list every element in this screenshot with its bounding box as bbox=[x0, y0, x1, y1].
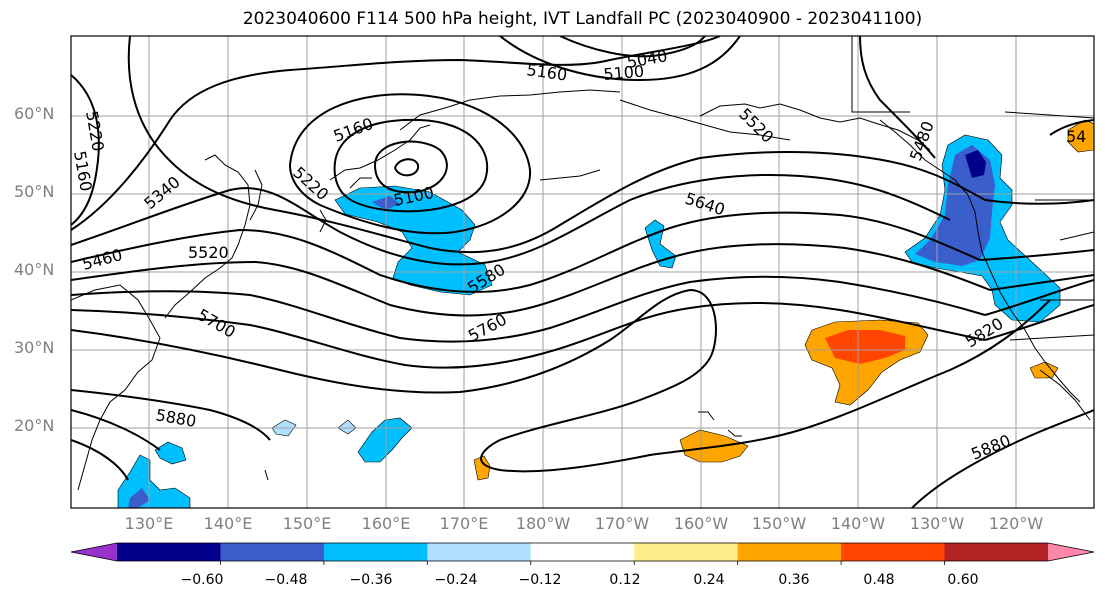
lon-label-170e: 170°E bbox=[439, 514, 489, 533]
colorbar-label-048: 0.48 bbox=[863, 572, 895, 588]
ivt-negative-shading bbox=[117, 134, 1061, 508]
map-frame bbox=[70, 35, 1095, 509]
colorbar-label-036: 0.36 bbox=[778, 572, 810, 588]
colorbar-segment bbox=[737, 543, 842, 561]
colorbar-segment bbox=[323, 543, 428, 561]
lon-label-160e: 160°E bbox=[361, 514, 411, 533]
lon-label-150e: 150°E bbox=[282, 514, 332, 533]
lon-label-180w: 180°W bbox=[515, 514, 571, 533]
colorbar-label-neg036: −0.36 bbox=[349, 572, 393, 588]
contour-label-54: 54 bbox=[1066, 127, 1086, 146]
colorbar-extend-high bbox=[1048, 543, 1094, 561]
lon-label-140w: 140°W bbox=[830, 514, 886, 533]
contour-label-5100-north: 5100 bbox=[603, 62, 645, 84]
lon-label-170w: 170°W bbox=[594, 514, 650, 533]
lon-label-130e: 130°E bbox=[124, 514, 174, 533]
lon-label-140e: 140°E bbox=[203, 514, 253, 533]
graticule bbox=[71, 36, 1094, 508]
colorbar-label-neg024: −0.24 bbox=[434, 572, 478, 588]
lat-label-40n: 40°N bbox=[14, 260, 55, 279]
lat-label-20n: 20°N bbox=[14, 416, 55, 435]
colorbar-segment bbox=[220, 543, 325, 561]
colorbar-segment bbox=[117, 543, 221, 561]
colorbar-label-024: 0.24 bbox=[693, 572, 725, 588]
lon-label-150w: 150°W bbox=[751, 514, 807, 533]
lon-label-160w: 160°W bbox=[673, 514, 729, 533]
colorbar-segment bbox=[634, 543, 739, 561]
colorbar-label-neg060: −0.60 bbox=[180, 572, 224, 588]
lon-label-130w: 130°W bbox=[909, 514, 965, 533]
contour-label-5520: 5520 bbox=[188, 243, 229, 262]
colorbar-segment bbox=[944, 543, 1049, 561]
colorbar-segment bbox=[841, 543, 946, 561]
lon-label-120w: 120°W bbox=[988, 514, 1044, 533]
figure-title: 2023040600 F114 500 hPa height, IVT Land… bbox=[242, 9, 923, 29]
height-contours bbox=[71, 36, 1094, 508]
colorbar bbox=[70, 542, 1095, 565]
colorbar-label-neg048: −0.48 bbox=[264, 572, 308, 588]
colorbar-label-060: 0.60 bbox=[947, 572, 979, 588]
colorbar-segment bbox=[427, 543, 532, 561]
colorbar-label-012: 0.12 bbox=[609, 572, 641, 588]
colorbar-extend-low bbox=[71, 543, 117, 561]
colorbar-segment bbox=[530, 543, 635, 561]
colorbar-label-neg012: −0.12 bbox=[518, 572, 562, 588]
coastlines bbox=[71, 36, 1094, 491]
lat-label-50n: 50°N bbox=[14, 182, 55, 201]
lat-label-30n: 30°N bbox=[14, 338, 55, 357]
colorbar-outline bbox=[70, 542, 1095, 562]
lat-label-60n: 60°N bbox=[14, 104, 55, 123]
